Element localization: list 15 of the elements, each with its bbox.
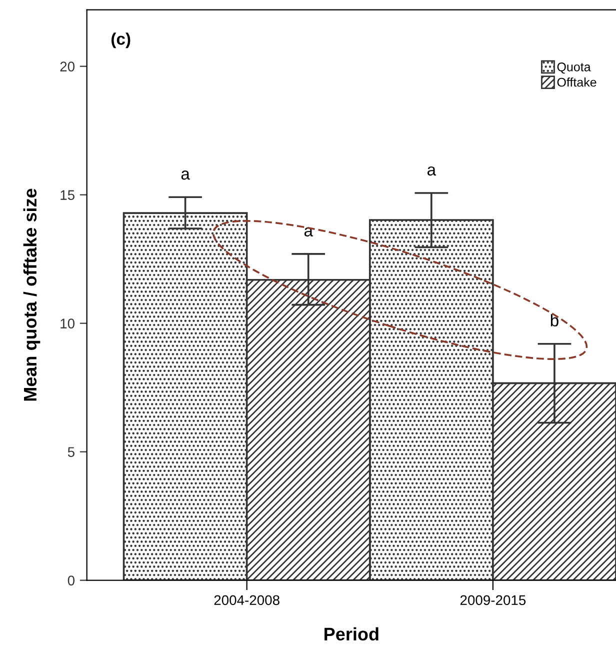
legend-label: Offtake (557, 78, 596, 87)
annotation: a (427, 166, 436, 176)
x-axis-title: Period (324, 627, 378, 641)
y-tick-label: 20 (60, 62, 75, 72)
y-axis-title: Mean quota / offtake size (23, 188, 40, 401)
y-tick-label: 5 (68, 447, 74, 457)
y-tick-label: 10 (60, 318, 75, 328)
annotation: (c) (112, 32, 130, 48)
legend-label: Quota (557, 62, 591, 74)
annotation: b (550, 314, 558, 326)
annotation: a (181, 170, 190, 180)
x-tick-label: 2004-2008 (214, 595, 280, 606)
y-tick-label: 0 (68, 576, 75, 586)
x-tick-label: 2009-2015 (460, 595, 526, 606)
y-tick-label: 15 (60, 190, 74, 200)
